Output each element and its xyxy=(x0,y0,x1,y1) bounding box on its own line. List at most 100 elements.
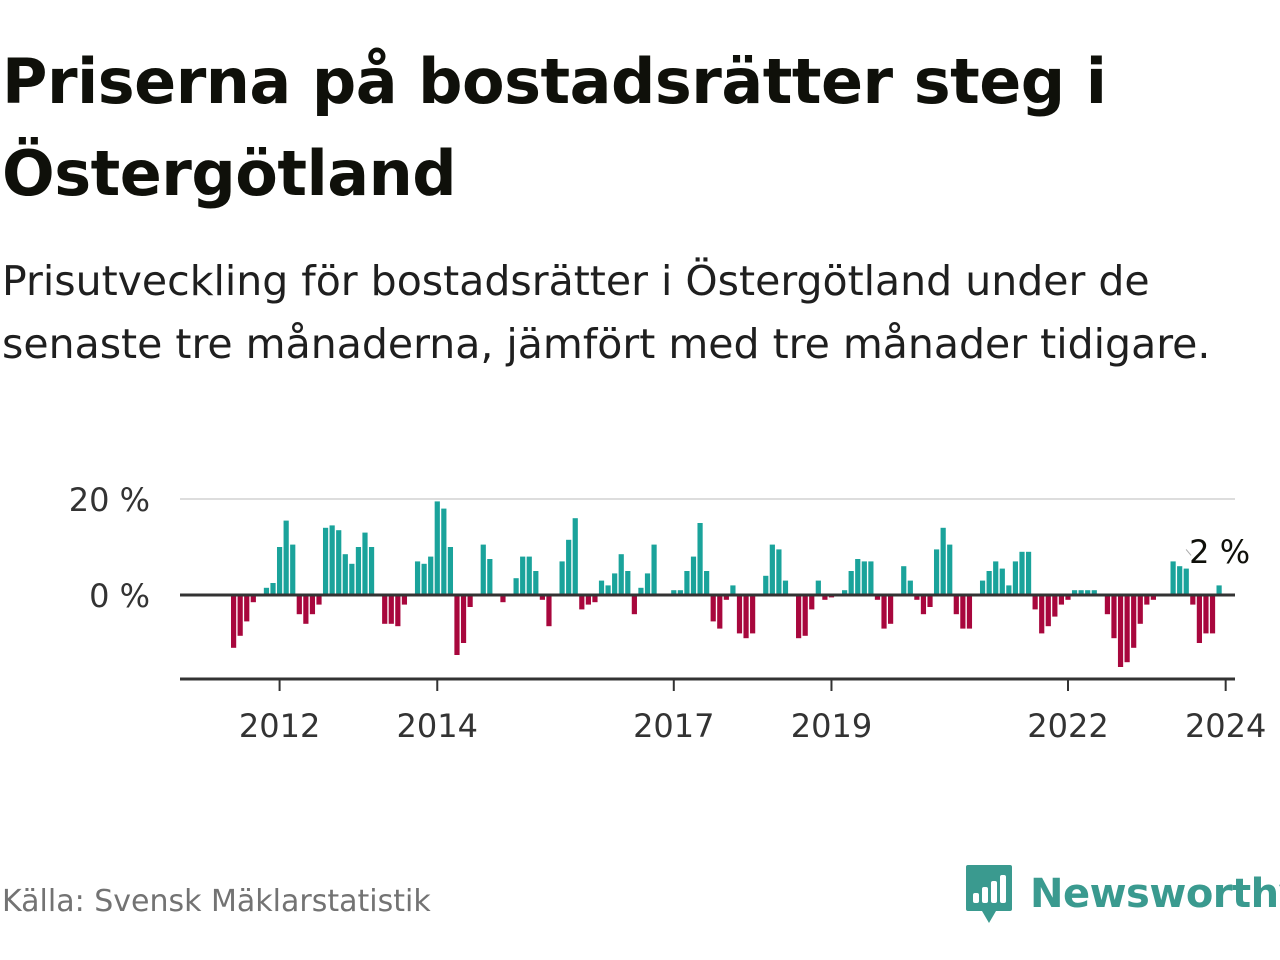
bar xyxy=(1203,595,1209,634)
bar xyxy=(690,556,697,595)
bar xyxy=(769,544,775,595)
newsworthy-logo-icon xyxy=(966,865,1012,923)
annotations: 20 % 0 % 2012 2014 2017 2019 2022 2024 2 % xyxy=(69,481,1267,745)
bar xyxy=(598,580,605,595)
bar xyxy=(276,547,283,595)
bar xyxy=(677,590,683,595)
bar xyxy=(644,573,651,595)
bar xyxy=(355,547,362,595)
bar xyxy=(625,571,631,595)
bar xyxy=(914,595,920,600)
bar xyxy=(920,595,927,615)
bar xyxy=(750,595,756,634)
bar xyxy=(1019,551,1025,595)
bar xyxy=(802,595,808,636)
y-tick-label: 0 % xyxy=(89,577,150,615)
bar xyxy=(842,590,848,595)
newsworthy-logo: Newsworthy xyxy=(964,862,1280,926)
bar xyxy=(782,580,789,595)
bar xyxy=(874,595,881,600)
bar xyxy=(487,559,493,595)
bar xyxy=(868,561,874,595)
bar xyxy=(993,561,999,595)
bar xyxy=(1137,595,1143,624)
bar xyxy=(1032,595,1038,610)
bar xyxy=(1052,595,1058,617)
bar xyxy=(736,595,743,634)
bar xyxy=(1111,595,1117,639)
bar xyxy=(546,595,552,627)
bar xyxy=(612,573,618,595)
bar xyxy=(296,595,302,615)
bar xyxy=(579,595,585,610)
bar xyxy=(953,595,959,615)
bar xyxy=(237,595,243,636)
bar xyxy=(303,595,309,624)
bar xyxy=(618,554,624,595)
bar xyxy=(533,571,539,595)
bar xyxy=(960,595,966,629)
bar xyxy=(1045,595,1051,627)
bar xyxy=(388,595,394,624)
bar xyxy=(480,544,486,595)
bar xyxy=(441,508,447,595)
bar xyxy=(1209,595,1216,634)
bar xyxy=(566,539,572,595)
bar xyxy=(881,595,887,629)
bar xyxy=(572,518,578,595)
bar xyxy=(1150,595,1156,600)
y-tick-label: 20 % xyxy=(69,481,150,519)
bar xyxy=(947,544,953,595)
bar xyxy=(401,595,408,605)
bar xyxy=(342,554,348,595)
bar xyxy=(1183,568,1189,595)
x-tick-label: 2012 xyxy=(239,707,320,745)
bar xyxy=(605,585,611,595)
bar xyxy=(539,595,545,600)
bar xyxy=(362,532,368,595)
bar xyxy=(283,520,289,595)
bar xyxy=(1071,590,1078,595)
bar xyxy=(822,595,828,600)
bar xyxy=(723,595,729,600)
bar xyxy=(1216,585,1222,595)
x-tick-label: 2017 xyxy=(633,707,714,745)
bar xyxy=(349,563,355,595)
chart-subtitle: Prisutveckling för bostadsrätter i Öster… xyxy=(2,257,1211,368)
bar xyxy=(815,580,821,595)
bar xyxy=(776,549,782,595)
bar xyxy=(671,590,677,595)
bar-series xyxy=(231,501,1222,667)
bar xyxy=(421,563,427,595)
x-tick-label: 2024 xyxy=(1185,707,1266,745)
bar xyxy=(1177,566,1183,595)
bar xyxy=(1196,595,1202,643)
bar xyxy=(927,595,933,607)
bar xyxy=(907,580,913,595)
bar xyxy=(231,595,237,648)
source-note: Källa: Svensk Mäklarstatistik xyxy=(2,884,431,919)
bar xyxy=(730,585,736,595)
chart-title: Priserna på bostadsrätter steg i Östergö… xyxy=(2,45,1107,210)
bar xyxy=(999,568,1005,595)
bar xyxy=(1012,561,1019,595)
bar xyxy=(336,530,342,595)
x-tick-label: 2014 xyxy=(397,707,478,745)
bar xyxy=(940,527,946,595)
bar xyxy=(1131,595,1137,648)
bar xyxy=(1190,595,1196,605)
bar xyxy=(434,501,440,595)
bar xyxy=(796,595,802,639)
bar xyxy=(861,561,867,595)
bar xyxy=(1065,595,1071,600)
bar xyxy=(848,571,854,595)
bar xyxy=(1124,595,1130,663)
bar xyxy=(1085,590,1091,595)
bar xyxy=(1144,595,1150,605)
x-tick-label: 2022 xyxy=(1027,707,1108,745)
bar xyxy=(901,566,907,595)
bar xyxy=(309,595,316,615)
bar xyxy=(244,595,250,622)
bar xyxy=(1170,561,1176,595)
